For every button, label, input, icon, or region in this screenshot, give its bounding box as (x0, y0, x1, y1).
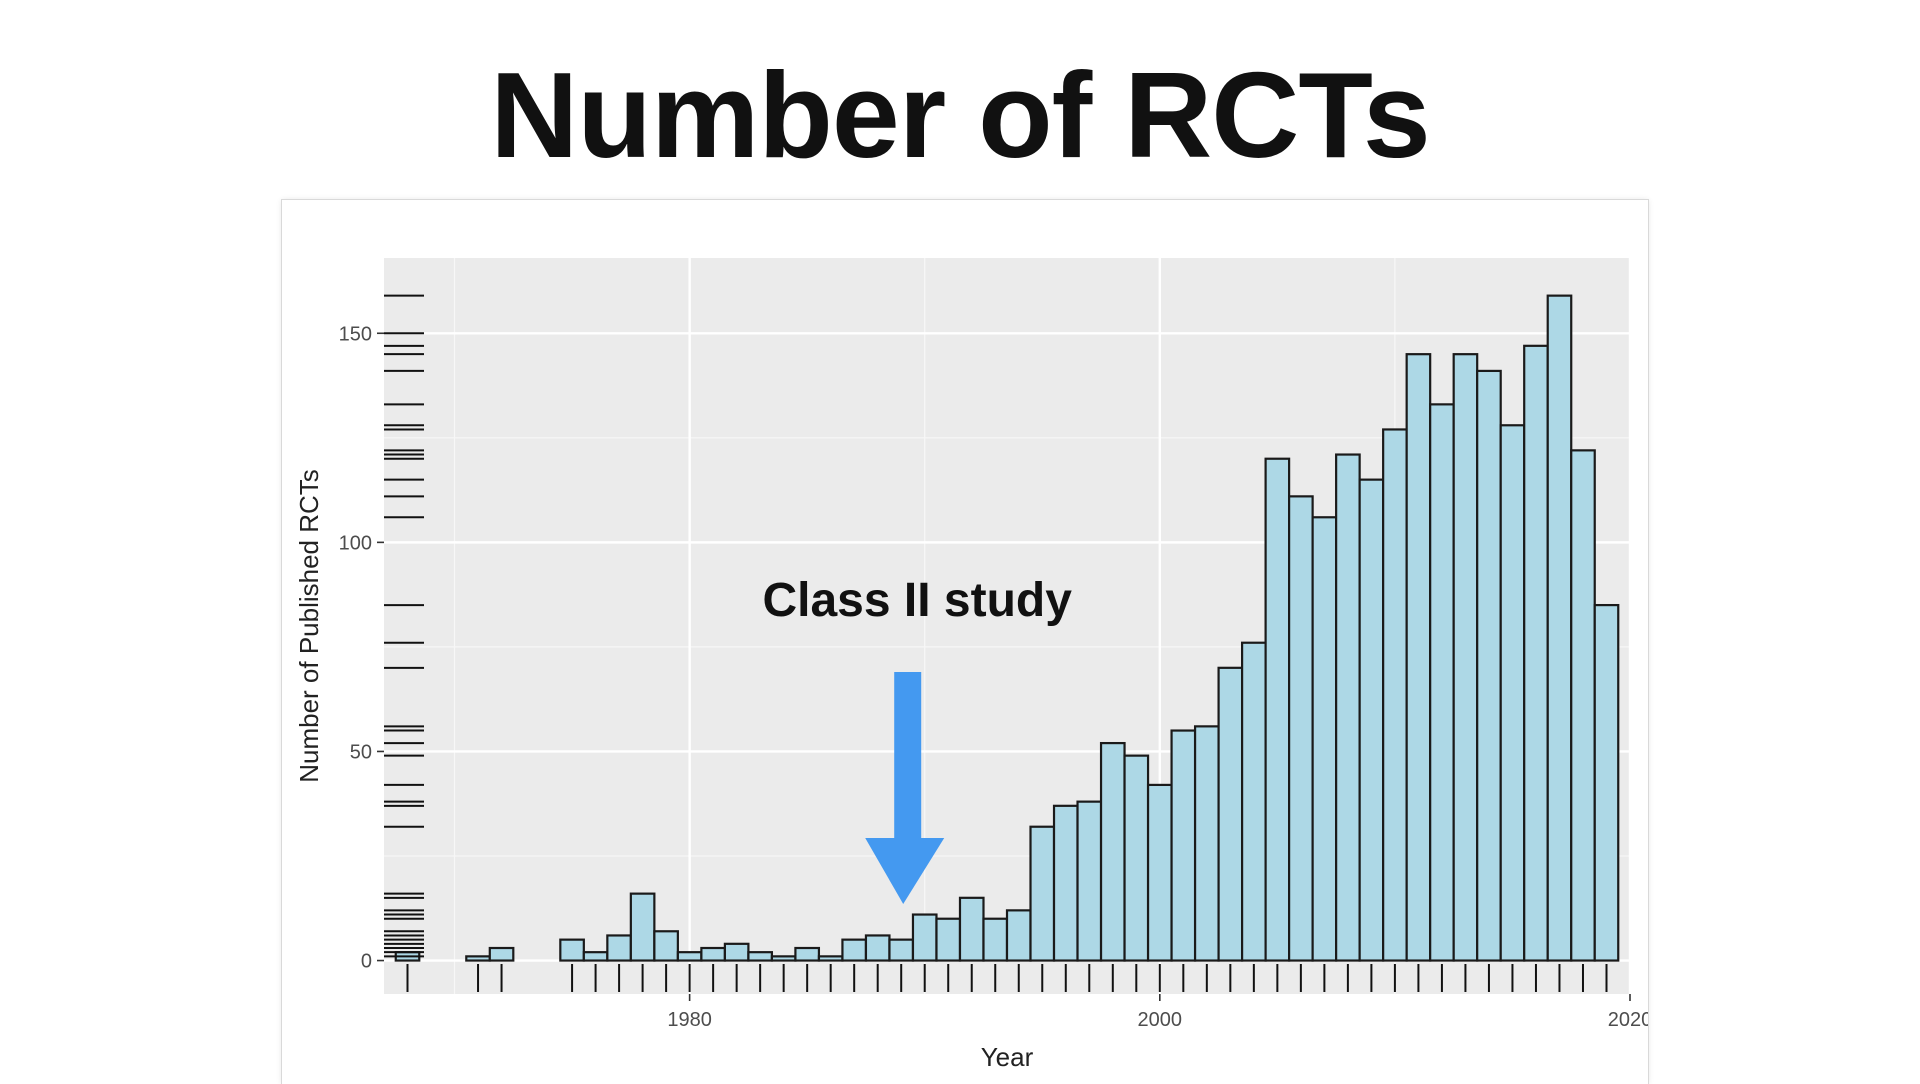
bar-1997 (1076, 800, 1103, 962)
bar-2002 (1193, 725, 1220, 962)
bar-1996 (1052, 804, 1079, 962)
bar-1985 (794, 946, 821, 962)
bar-2015 (1499, 424, 1526, 962)
y-tick-label: 50 (350, 741, 372, 763)
bar-1983 (747, 951, 774, 962)
bar-1990 (911, 913, 938, 962)
x-axis-title: Year (981, 1042, 1034, 1072)
bar-1972 (488, 946, 515, 962)
x-tick-label: 2000 (1138, 1009, 1183, 1031)
x-tick-label: 1980 (667, 1009, 712, 1031)
bar-1994 (1005, 909, 1032, 962)
x-tick-label: 2020 (1608, 1009, 1648, 1031)
bar-2014 (1476, 369, 1502, 962)
bar-1999 (1123, 754, 1150, 962)
bar-1975 (559, 938, 585, 962)
bar-2019 (1593, 603, 1620, 962)
bar-2003 (1217, 666, 1244, 962)
bar-1993 (982, 917, 1009, 962)
rct-histogram: 0 50 100 150 1980 2000 2020 Year Number of Publi… (294, 258, 1648, 1072)
bar-2012 (1429, 403, 1455, 962)
slide-title: Number of RCTs (490, 47, 1430, 183)
bar-1979 (653, 930, 679, 962)
bar-2005 (1264, 457, 1291, 962)
bar-2001 (1170, 729, 1197, 962)
bar-2000 (1146, 783, 1173, 962)
bar-2017 (1546, 294, 1573, 962)
chart-frame: 0 50 100 150 1980 2000 2020 Year Number of Publi… (282, 200, 1648, 1084)
bar-1995 (1029, 825, 1056, 962)
bar-1977 (606, 934, 632, 962)
bar-1986 (817, 955, 844, 962)
bar-2013 (1452, 353, 1479, 962)
bar-1980 (676, 951, 703, 962)
bar-1976 (582, 951, 609, 962)
bar-1991 (935, 917, 962, 962)
y-tick-label: 150 (339, 323, 372, 345)
bar-1981 (700, 946, 726, 962)
y-tick-label: 0 (361, 951, 372, 973)
bar-2018 (1570, 449, 1596, 962)
bar-2008 (1335, 453, 1361, 962)
bar-1998 (1099, 741, 1126, 962)
bar-1978 (629, 892, 656, 962)
annotation-label: Class II study (762, 574, 1072, 627)
bar-1987 (841, 938, 868, 962)
annotation-arrow-shaft (894, 672, 922, 842)
bar-1992 (958, 896, 985, 962)
bar-1982 (723, 942, 750, 962)
y-tick-label: 100 (339, 532, 372, 554)
annotation-arrow-head (865, 838, 945, 904)
bar-2011 (1405, 353, 1432, 962)
bar-2009 (1358, 478, 1385, 962)
bar-1988 (864, 934, 891, 962)
bar-2004 (1240, 641, 1267, 962)
bar-2016 (1523, 344, 1549, 962)
bar-2006 (1288, 495, 1314, 962)
bar-1989 (888, 938, 915, 962)
bar-2010 (1382, 428, 1408, 962)
y-axis-title: Number of Published RCTs (294, 469, 324, 783)
bar-2007 (1311, 516, 1338, 962)
bar-1971 (465, 955, 491, 962)
bar-1984 (770, 955, 797, 962)
